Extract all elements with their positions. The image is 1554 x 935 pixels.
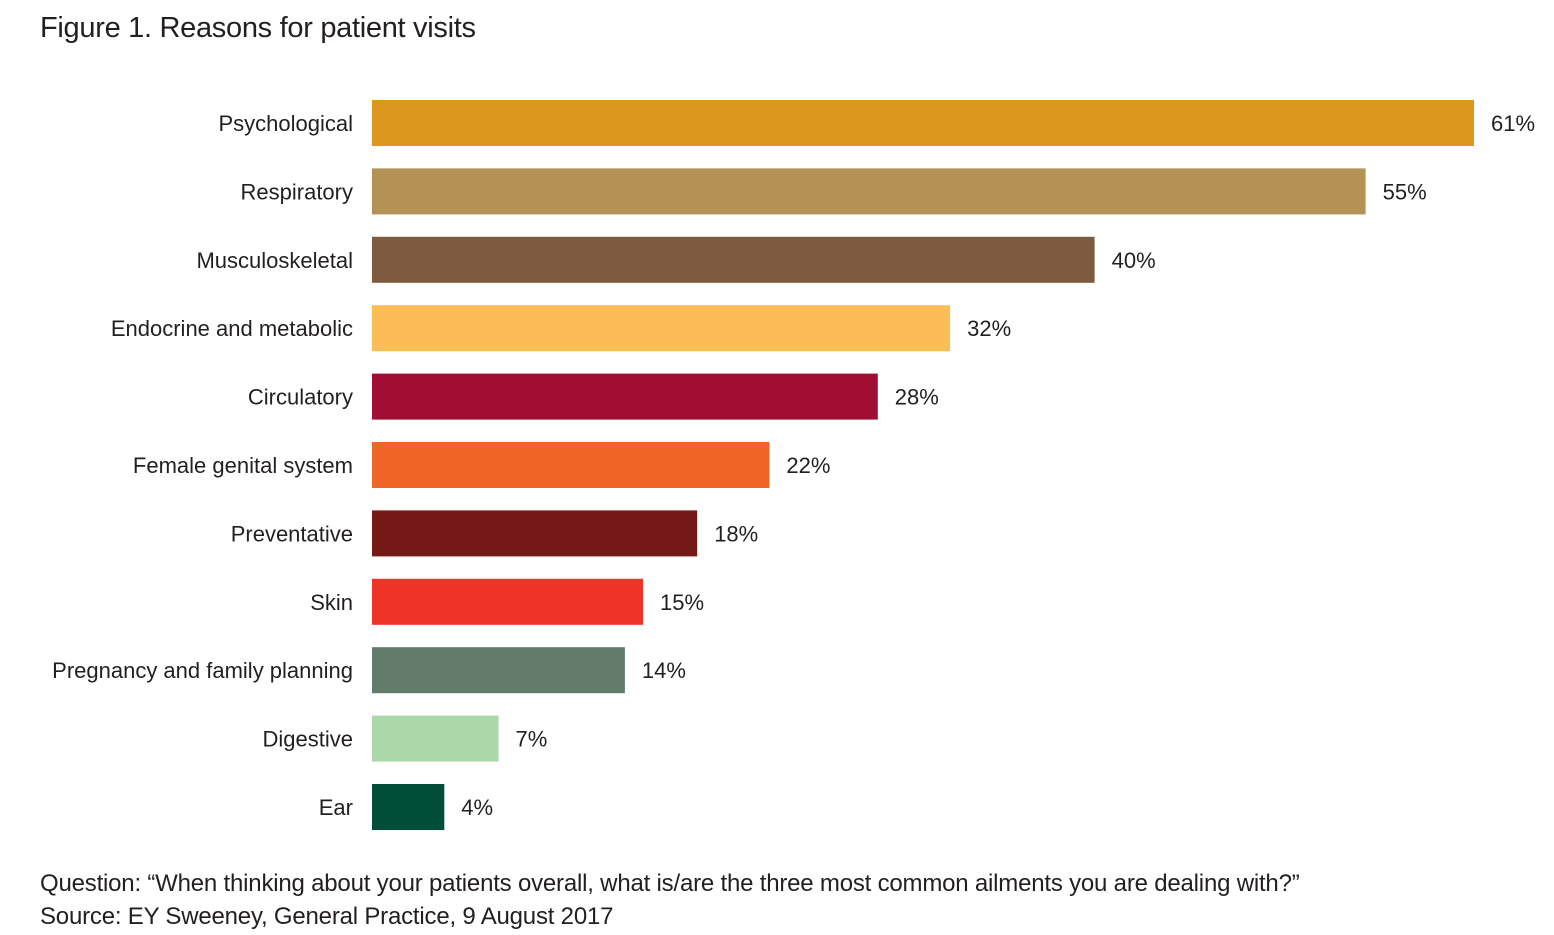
value-label: 15% xyxy=(660,590,704,615)
bar xyxy=(372,305,951,352)
bar-row: Circulatory 28% xyxy=(248,373,939,420)
value-label: 4% xyxy=(461,795,493,820)
value-label: 18% xyxy=(714,521,758,546)
bar-row: Musculoskeletal 40% xyxy=(196,236,1156,283)
category-label: Musculoskeletal xyxy=(196,248,353,273)
source-note: Source: EY Sweeney, General Practice, 9 … xyxy=(40,903,614,930)
question-note: Question: “When thinking about your pati… xyxy=(40,870,1300,897)
bar xyxy=(372,100,1474,146)
value-label: 32% xyxy=(967,316,1011,341)
bar-row: Pregnancy and family planning 14% xyxy=(52,647,686,694)
value-label: 14% xyxy=(642,658,686,683)
value-label: 28% xyxy=(895,385,939,410)
value-label: 7% xyxy=(516,727,548,752)
bar-row: Endocrine and metabolic 32% xyxy=(111,305,1011,352)
value-label: 22% xyxy=(786,453,830,478)
category-label: Endocrine and metabolic xyxy=(111,316,353,341)
bar xyxy=(372,510,698,557)
bar-row: Female genital system 22% xyxy=(133,442,830,488)
bar-row: Digestive 7% xyxy=(263,715,548,762)
category-label: Digestive xyxy=(263,727,353,752)
value-label: 61% xyxy=(1491,111,1535,136)
category-label: Ear xyxy=(319,795,353,820)
category-label: Pregnancy and family planning xyxy=(52,658,353,683)
value-label: 55% xyxy=(1383,179,1427,204)
bar xyxy=(372,168,1366,215)
category-label: Preventative xyxy=(231,521,353,546)
bar-row: Ear 4% xyxy=(319,784,493,830)
category-label: Circulatory xyxy=(248,385,353,410)
bar xyxy=(372,578,643,625)
bar xyxy=(372,373,878,420)
bar xyxy=(372,784,445,830)
bar xyxy=(372,236,1095,283)
bar xyxy=(372,647,625,694)
category-label: Respiratory xyxy=(241,179,353,204)
bar-row: Skin 15% xyxy=(310,578,704,625)
category-label: Female genital system xyxy=(133,453,353,478)
value-label: 40% xyxy=(1112,248,1156,273)
bar-row: Respiratory 55% xyxy=(241,168,1427,215)
bar-row: Preventative 18% xyxy=(231,510,758,557)
category-label: Skin xyxy=(310,590,353,615)
bar xyxy=(372,442,770,488)
category-label: Psychological xyxy=(218,111,353,136)
bar xyxy=(372,715,499,762)
bar-row: Psychological 61% xyxy=(218,100,1535,146)
chart-title: Figure 1. Reasons for patient visits xyxy=(40,12,476,44)
